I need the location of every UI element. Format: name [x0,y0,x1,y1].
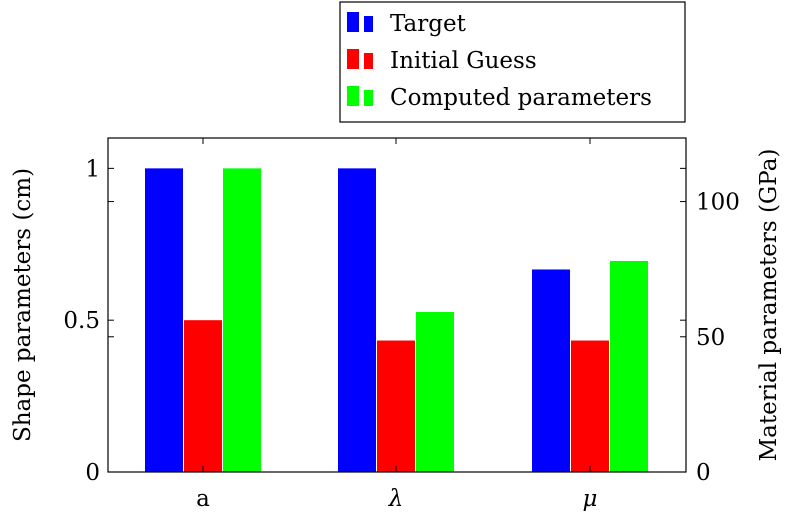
legend: Target Initial Guess Computed parameters [339,1,686,123]
legend-label: Computed parameters [390,85,652,111]
left-tick-label: 0 [85,460,100,486]
legend-item: Computed parameters [347,85,652,111]
legend-swatch [347,86,359,106]
left-axis-ticks: 00.51 [63,156,686,486]
right-tick-label: 100 [696,190,740,216]
bar-computed-parameters-1 [416,311,454,472]
category-label: μ [583,486,598,512]
bar-target-1 [338,168,376,472]
bar-target-0 [145,168,183,472]
bar-target-2 [532,269,570,472]
right-tick-label: 50 [696,325,725,351]
left-tick-label: 0.5 [63,308,100,334]
legend-box [339,1,686,123]
legend-swatch [347,49,359,69]
left-tick-label: 1 [85,156,100,182]
legend-swatch [364,16,373,32]
category-label: a [196,486,210,512]
right-axis-ticks: 0 50 100 [108,190,740,486]
legend-swatch [347,12,359,32]
left-axis-title: Shape parameters (cm) [10,168,36,442]
bar-initial-guess-2 [571,340,609,472]
bar-initial-guess-0 [184,320,222,472]
bars-group [145,168,648,472]
legend-label: Initial Guess [390,48,537,74]
legend-item: Initial Guess [347,48,537,74]
bar-computed-parameters-0 [223,168,261,472]
right-tick-label: 0 [696,460,711,486]
category-label: λ [388,486,404,512]
legend-label: Target [390,11,467,37]
legend-item: Target [347,11,467,37]
right-axis-title: Material parameters (GPa) [756,149,782,462]
bar-computed-parameters-2 [610,260,648,472]
legend-swatch [364,90,373,106]
plot-frame [107,137,687,473]
bar-initial-guess-1 [377,340,415,472]
legend-swatch [364,53,373,69]
